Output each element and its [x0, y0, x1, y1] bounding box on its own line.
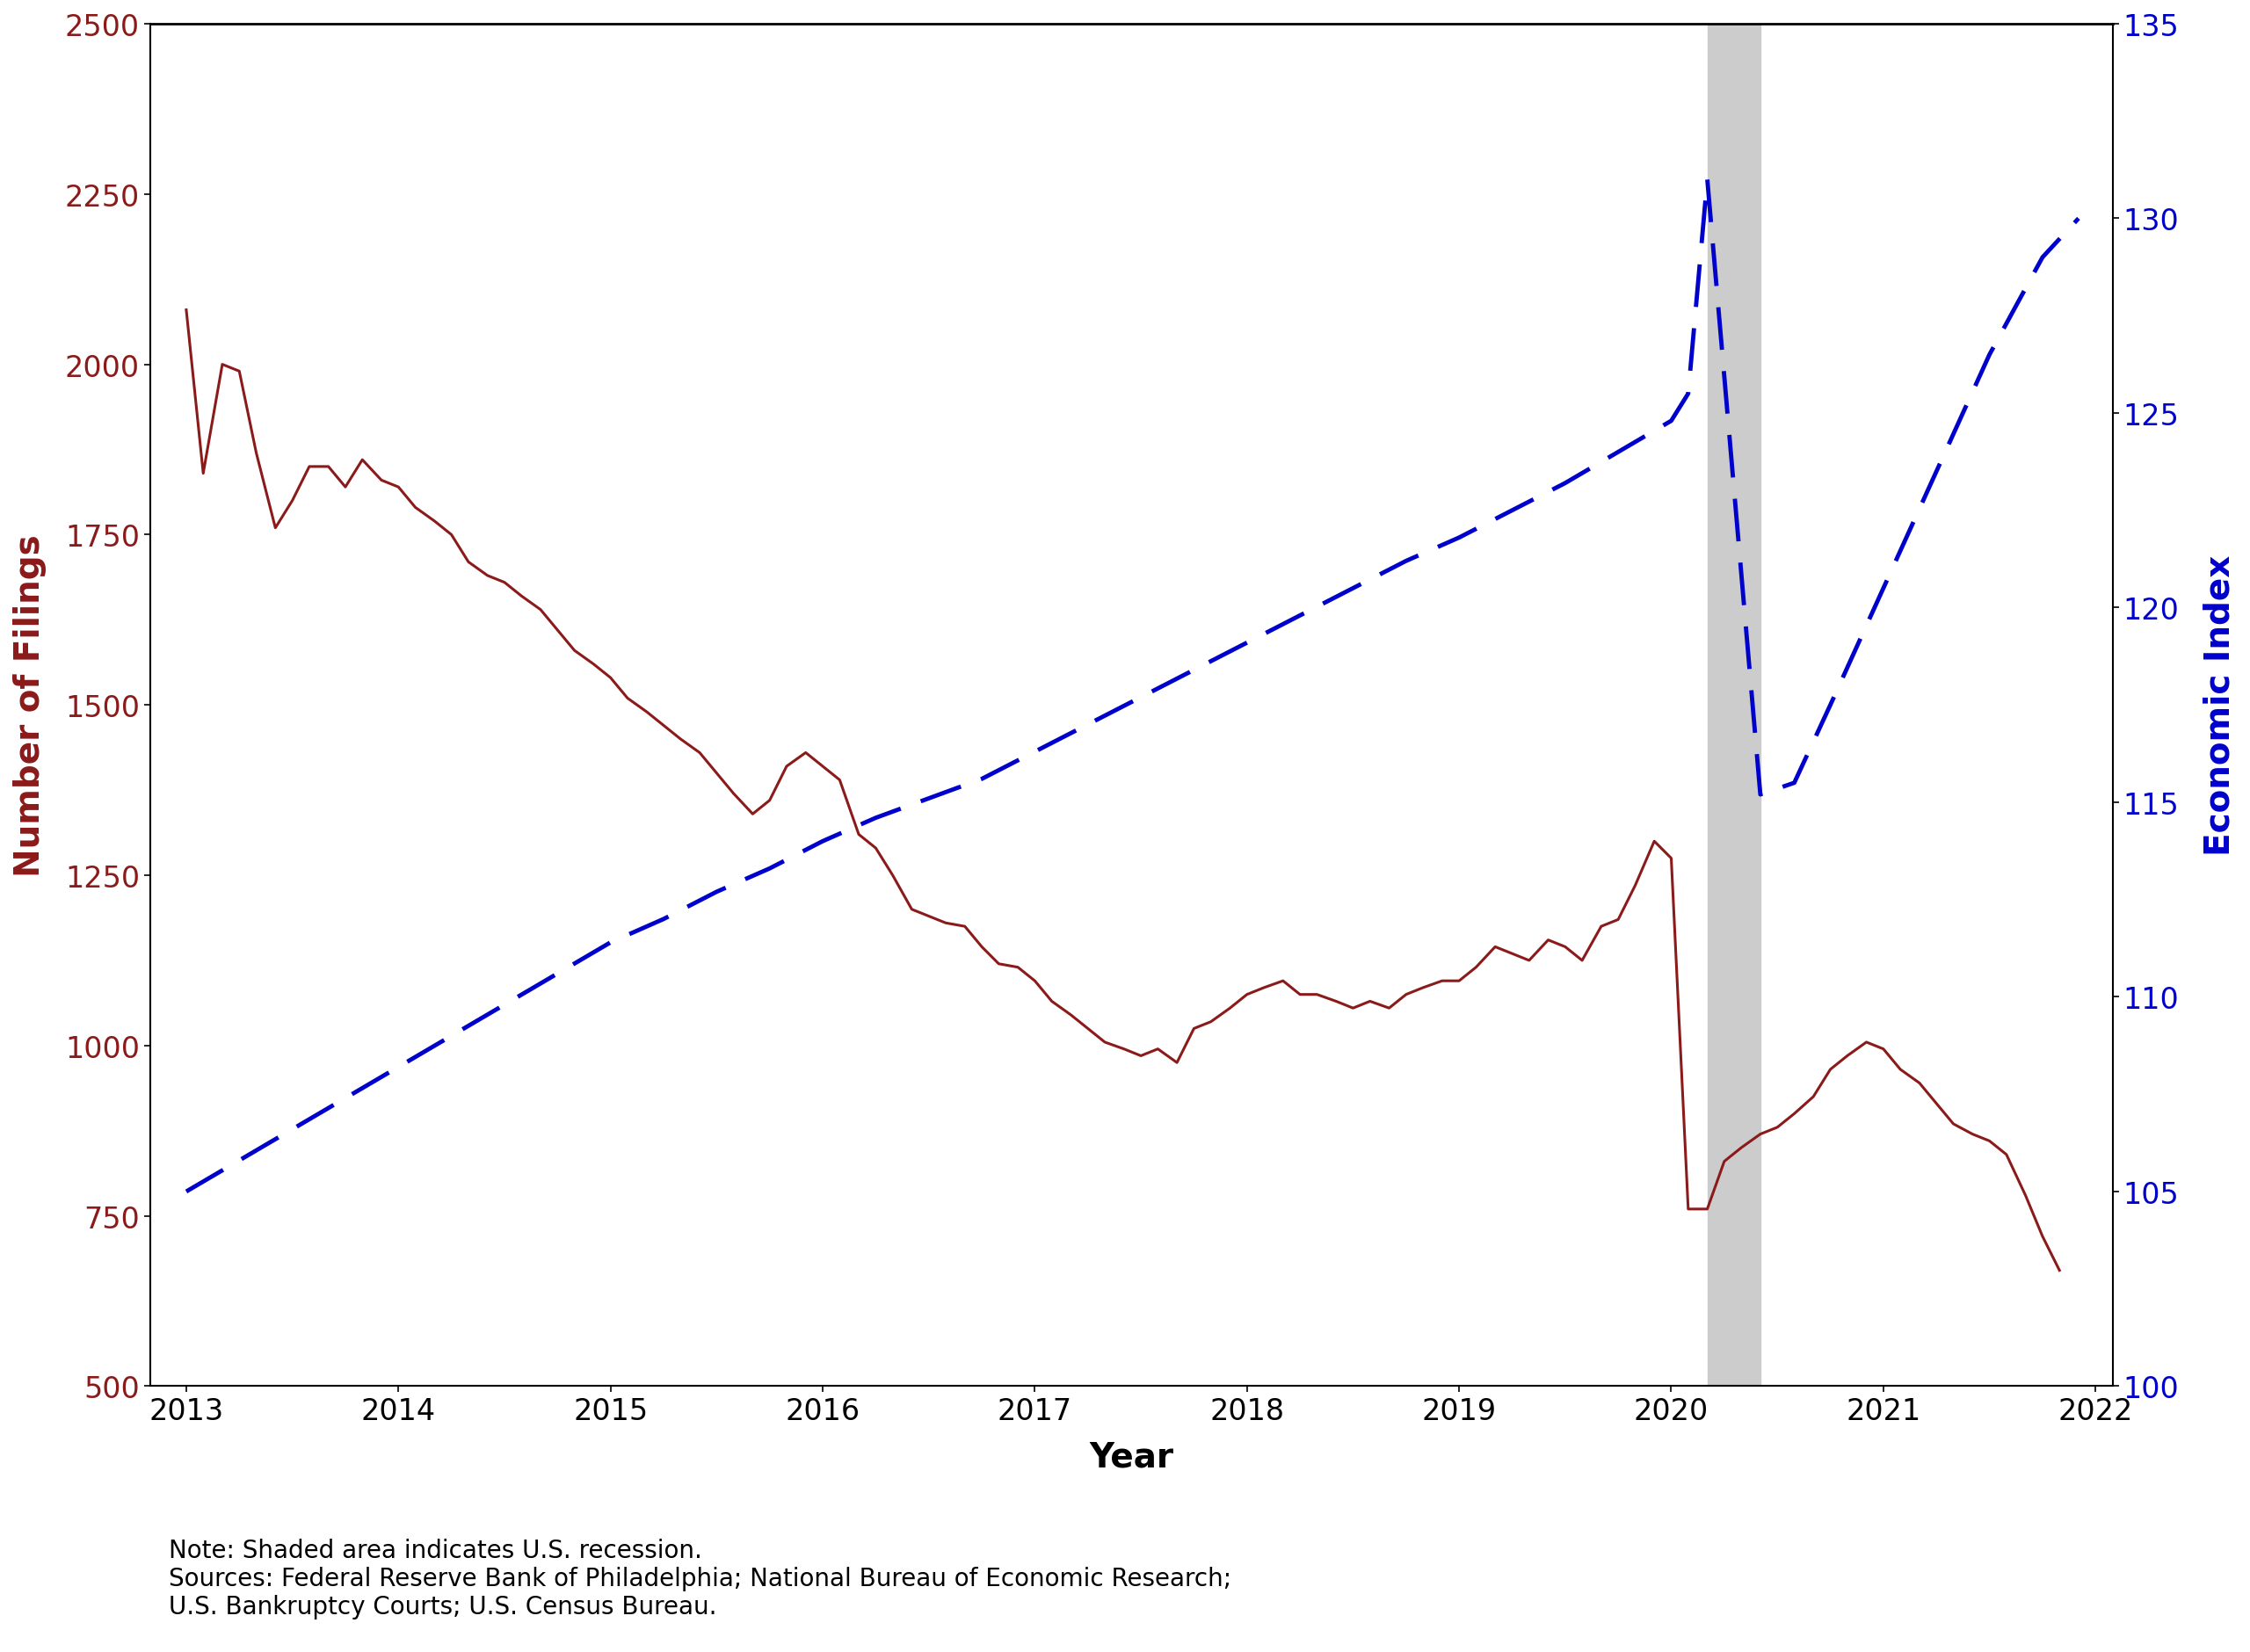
Y-axis label: Number of Filings: Number of Filings — [14, 534, 47, 877]
X-axis label: Year: Year — [1089, 1441, 1175, 1474]
Text: Note: Shaded area indicates U.S. recession.
Sources: Federal Reserve Bank of Phi: Note: Shaded area indicates U.S. recessi… — [169, 1538, 1231, 1619]
Y-axis label: Economic Index: Economic Index — [2203, 555, 2236, 856]
Bar — [1708, 25, 1760, 1386]
